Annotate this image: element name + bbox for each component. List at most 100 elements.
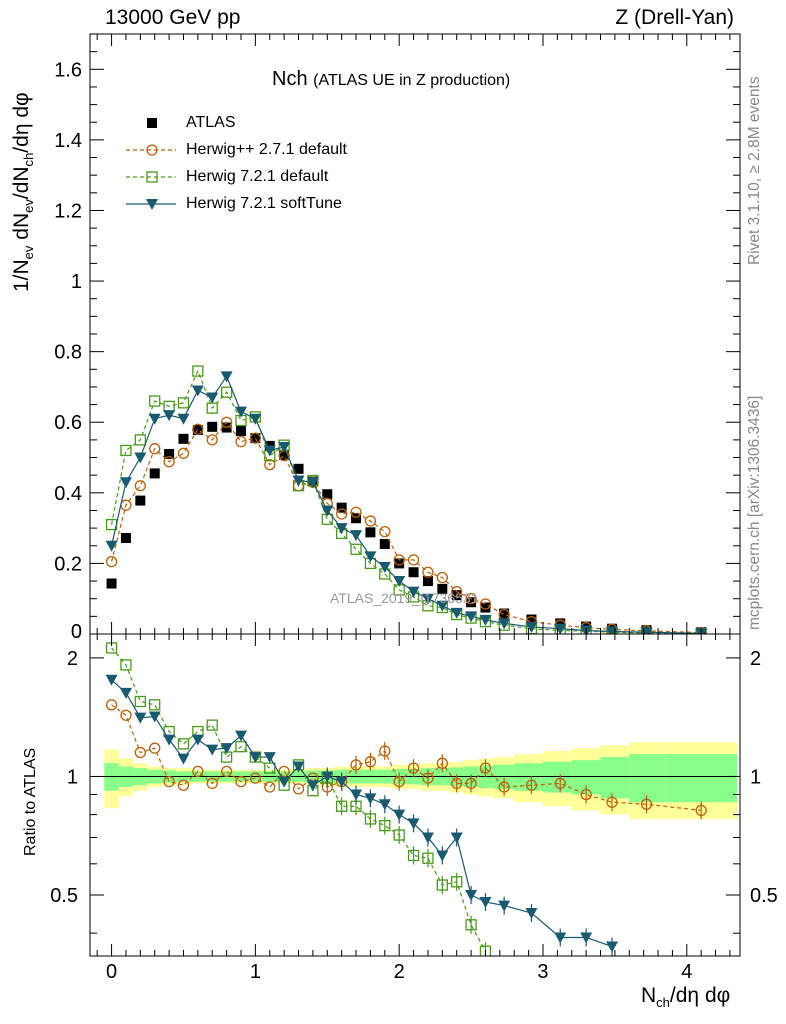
ratio-y-tick-label: 2: [67, 648, 78, 670]
ratio-point-herwigpp: [465, 777, 477, 790]
ratio-point-herwig721: [177, 738, 190, 750]
legend-marker-softtune: [146, 199, 158, 210]
point-herwigpp: [393, 554, 405, 566]
ratio-point-herwig721: [379, 820, 391, 832]
point-atlas: [526, 614, 537, 625]
ratio-point-softtune: [148, 711, 161, 723]
point-atlas: [480, 602, 491, 613]
point-herwigpp: [105, 555, 118, 568]
point-herwigpp: [407, 554, 420, 566]
point-atlas: [555, 618, 566, 629]
point-softtune: [191, 385, 204, 397]
point-atlas: [365, 527, 376, 538]
ratio-point-herwigpp: [498, 781, 510, 793]
ratio-point-herwigpp: [451, 777, 463, 790]
legend-markers: [126, 118, 176, 210]
point-herwigpp: [220, 416, 233, 428]
ratio-point-softtune: [580, 932, 593, 944]
ratio-point-softtune: [450, 832, 463, 844]
ratio-point-herwigpp: [0, 840, 5, 850]
point-softtune: [134, 452, 147, 464]
point-softtune: [378, 561, 391, 573]
band-inner-bin: [629, 754, 666, 803]
band-inner-bin: [665, 754, 738, 803]
point-atlas: [422, 576, 433, 587]
ratio-point-herwigpp: [350, 759, 362, 771]
point-herwigpp: [149, 443, 161, 455]
point-atlas: [437, 583, 448, 594]
y-tick-label: 0.8: [54, 342, 82, 364]
ratio-point-softtune: [206, 744, 219, 756]
ratio-point-herwigpp: [606, 796, 618, 808]
point-atlas: [164, 449, 175, 459]
band-inner-bin: [104, 763, 119, 791]
ratio-point-herwigpp: [479, 762, 492, 774]
point-atlas: [394, 558, 405, 569]
point-herwig721: [120, 444, 132, 457]
ratio-point-herwigpp: [235, 776, 247, 788]
ratio-point-herwig721: [149, 699, 161, 711]
ratio-point-herwigpp: [580, 788, 592, 801]
ratio-point-herwig721: [479, 945, 492, 956]
ratio-line-herwig721: [111, 647, 486, 952]
ratio-point-herwigpp: [422, 772, 434, 784]
point-atlas: [336, 502, 347, 513]
legend-marker-atlas: [147, 118, 157, 128]
legend-label-atlas: ATLAS: [186, 114, 236, 131]
y-axis-label: 1/Nev dNev/dNch/dη dφ: [10, 92, 37, 292]
point-softtune: [292, 475, 305, 487]
point-atlas: [351, 513, 362, 524]
point-atlas: [379, 539, 390, 549]
band-inner-bin: [600, 757, 630, 799]
point-herwig721: [149, 395, 161, 407]
point-herwigpp: [177, 447, 190, 459]
point-softtune: [177, 413, 190, 425]
ratio-point-softtune: [134, 712, 147, 724]
ratio-point-herwig721: [436, 879, 448, 891]
point-atlas: [408, 567, 419, 578]
ratio-point-herwigpp: [554, 777, 566, 790]
point-softtune: [335, 523, 348, 535]
point-softtune: [407, 586, 420, 598]
ratio-point-softtune: [498, 900, 511, 912]
ratio-point-softtune: [263, 752, 276, 764]
legend-label-herwig721: Herwig 7.2.1 default: [186, 168, 329, 185]
y-tick-label: 0.2: [54, 553, 82, 575]
ratio-point-softtune: [393, 809, 406, 821]
ratio-point-softtune: [479, 896, 492, 908]
ratio-point-herwigpp: [163, 776, 175, 788]
ratio-point-herwig721: [465, 919, 477, 931]
point-atlas: [120, 533, 131, 543]
point-atlas: [451, 590, 462, 601]
x-axis-label: Nch/dη dφ: [641, 984, 731, 1011]
series-line-softtune: [110, 375, 702, 634]
point-atlas: [322, 489, 333, 500]
analysis-watermark: ATLAS_2019_I1736531: [330, 590, 479, 606]
ratio-point-softtune: [306, 780, 319, 792]
ratio-point-softtune: [525, 908, 538, 920]
point-softtune: [364, 551, 377, 563]
ratio-point-softtune: [321, 771, 334, 783]
plot-title-main: Nch: [272, 68, 308, 90]
point-atlas: [499, 608, 510, 619]
ratio-point-softtune: [119, 687, 132, 699]
ratio-point-softtune: [606, 941, 619, 953]
ratio-point-herwigpp: [278, 765, 290, 778]
ratio-point-herwigpp: [220, 765, 233, 778]
ratio-point-herwig721: [120, 659, 132, 671]
ratio-point-herwigpp: [134, 746, 146, 759]
plot-subtitle: (ATLAS UE in Z production): [313, 72, 511, 89]
point-atlas: [235, 426, 246, 437]
point-softtune: [465, 611, 478, 623]
point-atlas: [178, 433, 189, 444]
ratio-point-herwigpp: [393, 776, 405, 788]
point-softtune: [450, 607, 463, 619]
ratio-point-herwig721: [235, 741, 247, 753]
point-herwigpp: [436, 571, 448, 584]
point-softtune: [321, 505, 334, 517]
ratio-point-softtune: [105, 674, 118, 686]
ratio-point-herwigpp: [206, 777, 218, 790]
point-herwig721: [192, 365, 204, 377]
ratio-point-herwigpp: [640, 798, 653, 810]
point-herwigpp: [350, 506, 362, 518]
